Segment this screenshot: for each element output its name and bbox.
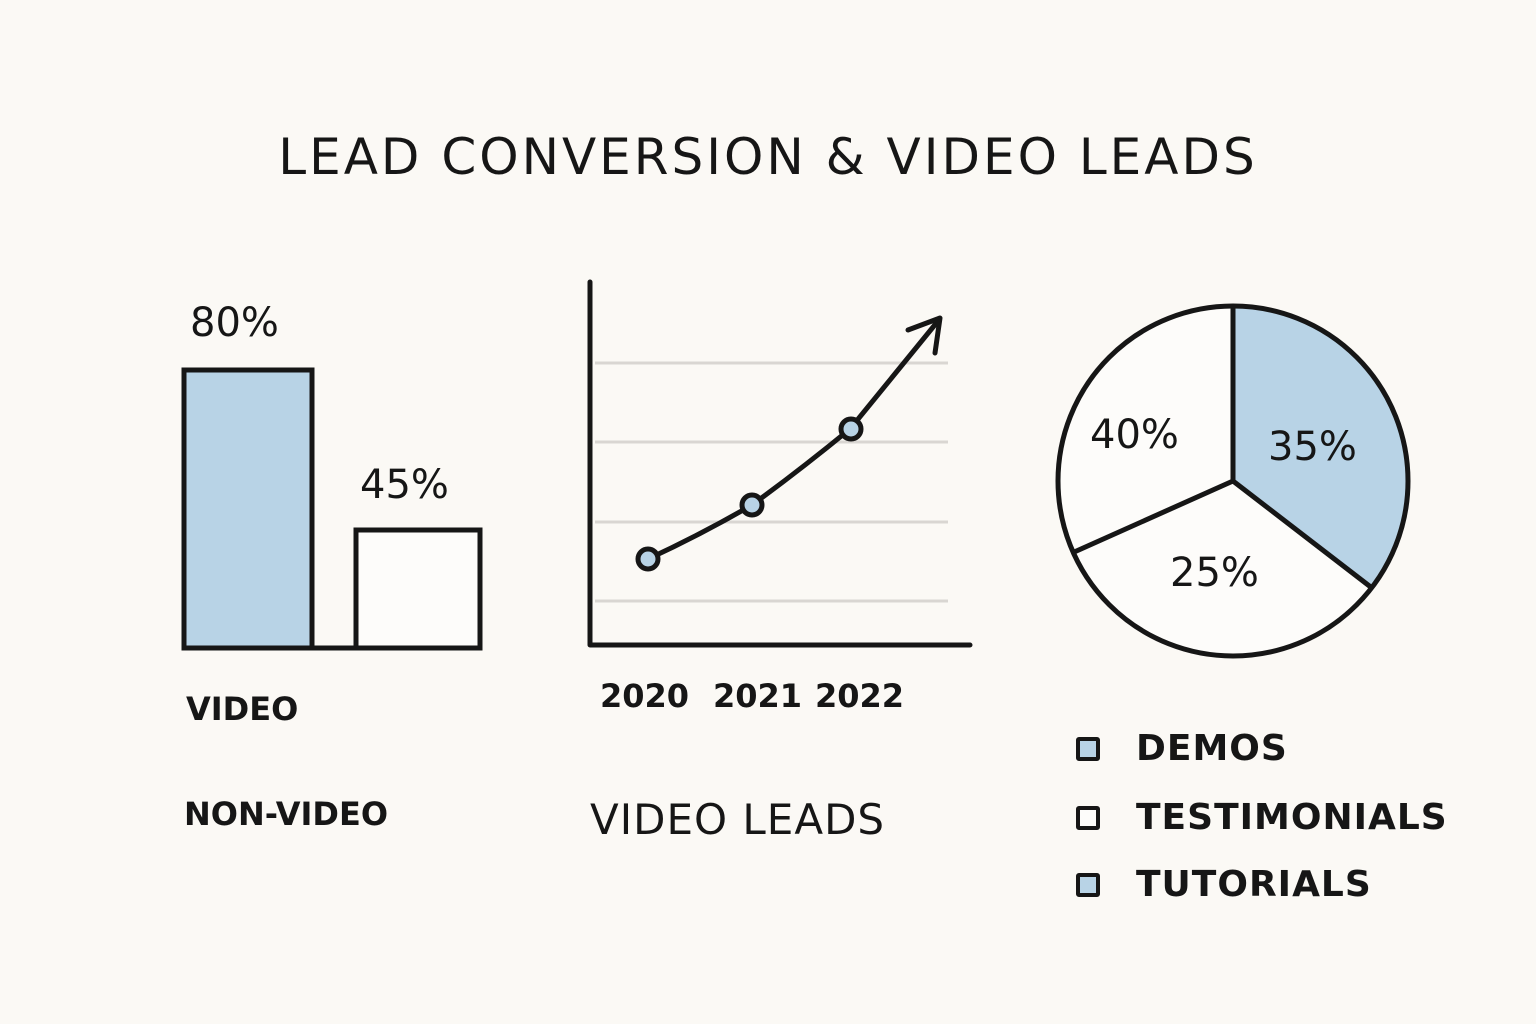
line-caption: VIDEO LEADS <box>590 795 886 844</box>
point-2022 <box>838 416 864 442</box>
legend-swatch-testimonials <box>1076 805 1100 830</box>
pie-label-tutorials: 40% <box>1090 412 1179 458</box>
arrow-head-icon <box>905 315 943 356</box>
pie-chart <box>1055 303 1411 659</box>
legend-item-demos: DEMOS <box>1076 728 1288 769</box>
legend-label-testimonials: TESTIMONIALS <box>1136 797 1448 838</box>
bar-video <box>181 367 315 651</box>
bar-non-video <box>353 527 483 651</box>
legend-item-testimonials: TESTIMONIALS <box>1076 797 1448 838</box>
pie-label-demos: 35% <box>1268 424 1357 470</box>
legend-label-tutorials: TUTORIALS <box>1136 864 1372 905</box>
point-2020 <box>635 546 661 572</box>
legend-label-demos: DEMOS <box>1136 728 1288 769</box>
gridlines <box>595 361 948 603</box>
x-tick-2021: 2021 <box>713 677 803 715</box>
bar-value-video: 80% <box>190 300 279 346</box>
line-chart <box>587 279 973 648</box>
x-tick-2020: 2020 <box>600 677 690 715</box>
chart-title: LEAD CONVERSION & VIDEO LEADS <box>278 128 1258 186</box>
pie-label-testimonials: 25% <box>1170 550 1259 596</box>
legend-item-tutorials: TUTORIALS <box>1076 864 1372 905</box>
bar-chart <box>181 367 483 651</box>
legend-swatch-tutorials <box>1076 872 1100 897</box>
x-tick-2022: 2022 <box>815 677 905 715</box>
bar-value-non-video: 45% <box>360 462 449 508</box>
slice-demos <box>1233 305 1409 588</box>
bar-label-video: VIDEO <box>186 690 299 728</box>
legend-swatch-demos <box>1076 736 1100 761</box>
bar-label-non-video: NON-VIDEO <box>184 795 389 833</box>
point-2021 <box>739 492 765 518</box>
y-axis <box>587 279 973 648</box>
